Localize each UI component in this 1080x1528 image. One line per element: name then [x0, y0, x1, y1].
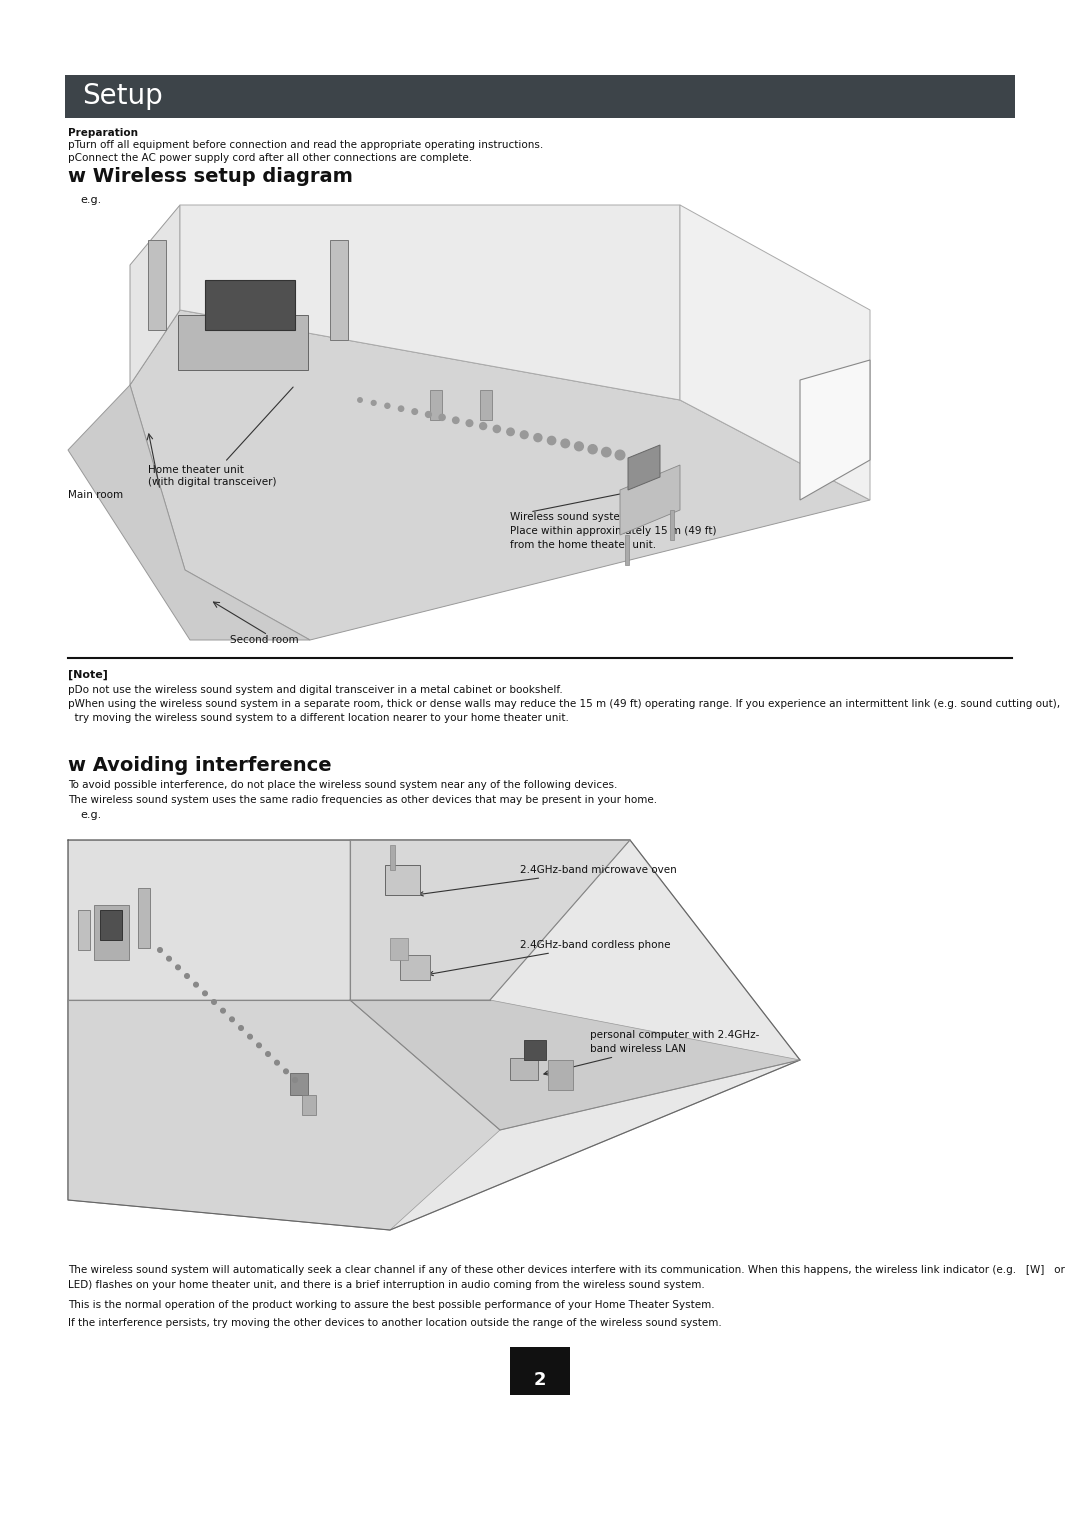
- Bar: [390, 845, 395, 869]
- Text: pDo not use the wireless sound system and digital transceiver in a metal cabinet: pDo not use the wireless sound system an…: [68, 685, 563, 695]
- Circle shape: [411, 410, 418, 414]
- Circle shape: [203, 992, 207, 996]
- Circle shape: [589, 445, 597, 454]
- Bar: [430, 390, 442, 420]
- Text: Preparation: Preparation: [68, 128, 138, 138]
- Polygon shape: [680, 205, 870, 500]
- Circle shape: [480, 423, 487, 429]
- Polygon shape: [68, 999, 500, 1230]
- Polygon shape: [130, 205, 180, 385]
- Bar: [330, 240, 348, 341]
- Circle shape: [220, 1008, 226, 1013]
- Text: Main room: Main room: [68, 490, 123, 500]
- Bar: [670, 510, 674, 539]
- Polygon shape: [180, 205, 680, 400]
- Bar: [178, 315, 308, 370]
- Circle shape: [575, 442, 583, 451]
- Circle shape: [266, 1051, 270, 1056]
- Bar: [78, 911, 90, 950]
- Circle shape: [176, 966, 180, 970]
- Bar: [94, 905, 129, 960]
- Bar: [65, 75, 1015, 118]
- Circle shape: [230, 1018, 234, 1022]
- Text: [Note]: [Note]: [68, 669, 108, 680]
- Bar: [548, 1060, 573, 1089]
- Bar: [384, 865, 420, 895]
- Circle shape: [274, 1060, 280, 1065]
- Text: Home theater unit
(with digital transceiver): Home theater unit (with digital transcei…: [148, 387, 293, 486]
- Circle shape: [507, 428, 514, 435]
- Text: The wireless sound system uses the same radio frequencies as other devices that : The wireless sound system uses the same …: [68, 795, 657, 805]
- Text: Setup: Setup: [82, 83, 163, 110]
- Circle shape: [284, 1070, 288, 1074]
- Polygon shape: [620, 465, 680, 535]
- Circle shape: [257, 1044, 261, 1048]
- Circle shape: [602, 448, 611, 457]
- Text: If the interference persists, try moving the other devices to another location o: If the interference persists, try moving…: [68, 1319, 721, 1328]
- Circle shape: [247, 1034, 253, 1039]
- Bar: [510, 1057, 538, 1080]
- Text: 2.4GHz-band cordless phone: 2.4GHz-band cordless phone: [429, 940, 671, 976]
- Bar: [524, 1041, 546, 1060]
- Text: Second room: Second room: [230, 636, 299, 645]
- Circle shape: [521, 431, 528, 439]
- Text: Wireless sound system
Place within approximately 15 m (49 ft)
from the home thea: Wireless sound system Place within appro…: [510, 512, 716, 550]
- Circle shape: [158, 947, 162, 952]
- Circle shape: [453, 417, 459, 423]
- Bar: [148, 240, 166, 330]
- Circle shape: [399, 406, 404, 411]
- Text: w Wireless setup diagram: w Wireless setup diagram: [68, 167, 353, 186]
- Text: try moving the wireless sound system to a different location nearer to your home: try moving the wireless sound system to …: [68, 714, 569, 723]
- Text: pTurn off all equipment before connection and read the appropriate operating ins: pTurn off all equipment before connectio…: [68, 141, 543, 150]
- Bar: [138, 888, 150, 947]
- Polygon shape: [627, 445, 660, 490]
- Circle shape: [494, 425, 500, 432]
- Bar: [100, 911, 122, 940]
- Circle shape: [193, 983, 199, 987]
- Bar: [510, 1348, 570, 1395]
- Text: To avoid possible interference, do not place the wireless sound system near any : To avoid possible interference, do not p…: [68, 779, 618, 790]
- Polygon shape: [68, 385, 310, 640]
- Text: e.g.: e.g.: [80, 810, 102, 821]
- Bar: [302, 1096, 316, 1115]
- Circle shape: [239, 1025, 243, 1030]
- Bar: [291, 1073, 308, 1096]
- Text: 2.4GHz-band microwave oven: 2.4GHz-band microwave oven: [419, 865, 677, 895]
- Circle shape: [534, 434, 542, 442]
- Circle shape: [440, 414, 445, 420]
- Polygon shape: [68, 840, 350, 999]
- Circle shape: [212, 999, 216, 1004]
- Circle shape: [561, 439, 569, 448]
- Text: personal computer with 2.4GHz-
band wireless LAN: personal computer with 2.4GHz- band wire…: [544, 1030, 759, 1076]
- Circle shape: [372, 400, 376, 405]
- Polygon shape: [350, 840, 630, 999]
- Circle shape: [467, 420, 473, 426]
- Text: 2: 2: [534, 1371, 546, 1389]
- Text: w Avoiding interference: w Avoiding interference: [68, 756, 332, 775]
- Circle shape: [548, 437, 556, 445]
- Circle shape: [166, 957, 172, 961]
- Bar: [205, 280, 295, 330]
- Text: The wireless sound system will automatically seek a clear channel if any of thes: The wireless sound system will automatic…: [68, 1265, 1065, 1274]
- Circle shape: [357, 397, 362, 402]
- Polygon shape: [130, 310, 870, 640]
- Circle shape: [293, 1077, 297, 1082]
- Bar: [390, 938, 408, 960]
- Text: LED) flashes on your home theater unit, and there is a brief interruption in aud: LED) flashes on your home theater unit, …: [68, 1280, 705, 1290]
- Polygon shape: [350, 999, 800, 1131]
- Text: pConnect the AC power supply cord after all other connections are complete.: pConnect the AC power supply cord after …: [68, 153, 472, 163]
- Circle shape: [384, 403, 390, 408]
- Bar: [625, 535, 629, 565]
- Circle shape: [616, 451, 625, 460]
- Circle shape: [185, 973, 189, 978]
- Bar: [400, 955, 430, 979]
- Circle shape: [426, 411, 431, 417]
- Text: pWhen using the wireless sound system in a separate room, thick or dense walls m: pWhen using the wireless sound system in…: [68, 698, 1061, 709]
- Text: This is the normal operation of the product working to assure the best possible : This is the normal operation of the prod…: [68, 1300, 715, 1309]
- Bar: [480, 390, 492, 420]
- Text: e.g.: e.g.: [80, 196, 102, 205]
- Polygon shape: [800, 361, 870, 500]
- Polygon shape: [68, 840, 800, 1230]
